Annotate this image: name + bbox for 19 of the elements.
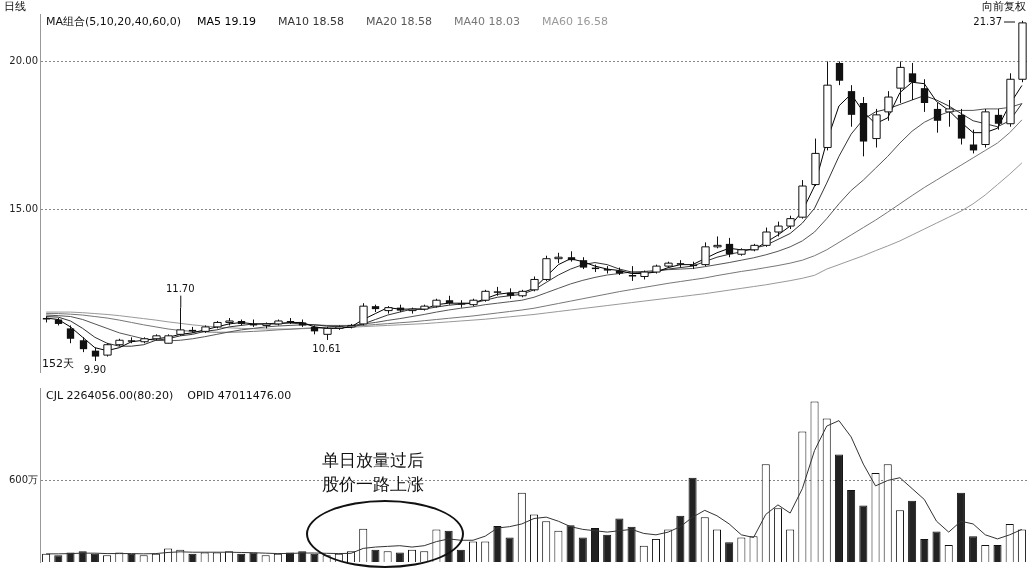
annotation: 单日放量过后 (322, 450, 424, 471)
annotation: 11.70 (165, 283, 195, 295)
y-tick-label: 15.00 (9, 203, 38, 215)
annotation: 21.37 (973, 15, 1002, 27)
text: 向前复权 (982, 0, 1026, 13)
chart-title: 日线 (4, 0, 26, 13)
text: MA5 19.19 (197, 14, 257, 28)
y-tick-label: 20.00 (9, 55, 38, 67)
text: MA10 18.58 (278, 14, 345, 28)
chart-title: CJL 2264056.00(80:20) OPID 47011476.00 (46, 388, 292, 402)
annotation: 10.61 (312, 342, 341, 354)
annotation: 9.90 (83, 363, 107, 375)
y-tick-label: 600万 (8, 474, 38, 486)
legend-title: MA组合(5,10,20,40,60,0) (46, 14, 182, 28)
text: MA60 16.58 (542, 14, 609, 28)
annotation: 股价一路上涨 (322, 474, 424, 495)
annotation: 152天 (42, 356, 74, 370)
text: MA40 18.03 (454, 14, 521, 28)
text: MA20 18.58 (366, 14, 433, 28)
